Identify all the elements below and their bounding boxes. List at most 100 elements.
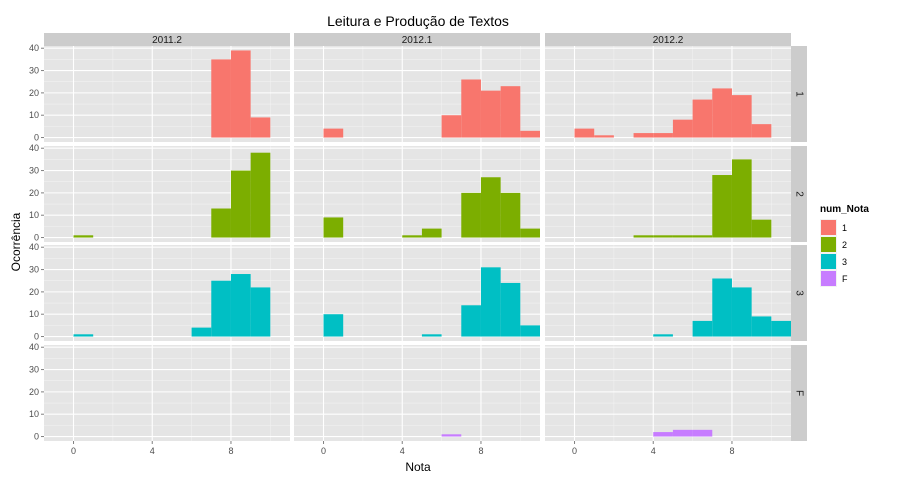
panel-background <box>294 345 540 441</box>
row-strip-2 <box>791 146 807 242</box>
legend-key-3 <box>821 254 836 269</box>
y-tick-label: 40 <box>29 242 39 252</box>
row-strip-1 <box>791 46 807 142</box>
histogram-bar <box>230 274 251 337</box>
y-tick-label: 30 <box>29 166 39 176</box>
histogram-bar <box>323 217 344 238</box>
histogram-bar <box>230 50 251 138</box>
histogram-bar <box>73 334 94 337</box>
strip-2012-2 <box>545 33 791 46</box>
histogram-bar <box>480 267 501 337</box>
legend-label-f: F <box>842 274 848 284</box>
histogram-bar <box>402 235 422 238</box>
histogram-bar <box>211 280 231 337</box>
histogram-bar <box>191 327 212 337</box>
y-tick-label: 10 <box>29 110 39 120</box>
legend-key-f <box>821 271 836 286</box>
histogram-bar <box>712 278 732 337</box>
histogram-bar <box>712 175 732 238</box>
strip-label-2012-2: 2012.2 <box>653 35 684 46</box>
histogram-bar <box>771 320 791 337</box>
histogram-bar <box>441 115 462 138</box>
histogram-bar <box>441 434 462 437</box>
histogram-bar <box>480 177 501 238</box>
y-tick-label: 0 <box>34 133 39 143</box>
histogram-bar <box>633 133 654 138</box>
y-tick-label: 30 <box>29 265 39 275</box>
panel-2012-1-f <box>294 345 540 441</box>
strip-2011-2 <box>44 33 290 46</box>
histogram-bar <box>461 79 481 138</box>
histogram-bar <box>421 334 442 337</box>
histogram-bar <box>751 316 772 337</box>
histogram-bar <box>211 208 231 238</box>
histogram-bar <box>250 152 271 238</box>
histogram-bar <box>520 325 540 337</box>
y-tick-label: 0 <box>34 233 39 243</box>
histogram-bar <box>692 235 713 238</box>
x-tick-label: 4 <box>150 446 155 456</box>
y-tick-label: 10 <box>29 409 39 419</box>
strip-2012-1 <box>294 33 540 46</box>
histogram-bar <box>500 282 521 337</box>
panel-2011-2-f <box>44 345 290 441</box>
y-tick-label: 10 <box>29 309 39 319</box>
row-strip-3 <box>791 245 807 341</box>
legend-key-2 <box>821 237 836 252</box>
histogram-bar <box>731 287 752 337</box>
histogram-bar <box>672 429 693 437</box>
histogram-bar <box>731 159 752 238</box>
histogram-bar <box>653 432 673 437</box>
histogram-bar <box>480 90 501 138</box>
y-tick-label: 0 <box>34 332 39 342</box>
row-strip-label-1: 1 <box>793 91 804 97</box>
legend-label-1: 1 <box>842 223 847 233</box>
y-tick-label: 30 <box>29 66 39 76</box>
x-tick-label: 4 <box>400 446 405 456</box>
y-tick-label: 40 <box>29 143 39 153</box>
histogram-bar <box>672 119 693 138</box>
y-tick-label: 30 <box>29 365 39 375</box>
row-strip-label-3: 3 <box>793 290 804 296</box>
histogram-bar <box>653 133 673 138</box>
row-strip-label-f: F <box>793 390 804 396</box>
legend: num_Nota 1 2 3 F <box>820 204 869 287</box>
histogram-bar <box>751 219 772 238</box>
legend-label-3: 3 <box>842 257 847 267</box>
y-tick-label: 20 <box>29 287 39 297</box>
y-tick-label: 10 <box>29 210 39 220</box>
histogram-bar <box>520 228 540 238</box>
panel-background <box>44 345 290 441</box>
x-tick-label: 0 <box>321 446 326 456</box>
histogram-bar <box>250 287 271 337</box>
histogram-bar <box>653 334 673 337</box>
histogram-bar <box>520 130 540 138</box>
x-tick-label: 4 <box>651 446 656 456</box>
histogram-bar <box>633 235 654 238</box>
legend-label-2: 2 <box>842 240 847 250</box>
y-tick-label: 0 <box>34 432 39 442</box>
histogram-bar <box>692 99 713 138</box>
histogram-bar <box>653 235 673 238</box>
histogram-bar <box>751 124 772 138</box>
panel-background <box>545 345 791 441</box>
histogram-bar <box>211 59 231 138</box>
legend-key-1 <box>821 220 836 235</box>
x-tick-label: 8 <box>729 446 734 456</box>
y-tick-label: 20 <box>29 88 39 98</box>
x-tick-label: 8 <box>228 446 233 456</box>
x-axis-title: Nota <box>405 460 431 474</box>
chart-title: Leitura e Produção de Textos <box>327 13 509 29</box>
histogram-bar <box>461 192 481 238</box>
x-tick-label: 0 <box>71 446 76 456</box>
y-tick-label: 20 <box>29 387 39 397</box>
histogram-bar <box>574 128 595 138</box>
histogram-bar <box>500 86 521 138</box>
row-strip-f <box>791 345 807 441</box>
histogram-bar <box>323 314 344 337</box>
strip-label-2011-2: 2011.2 <box>152 35 182 46</box>
strip-label-2012-1: 2012.1 <box>402 35 433 46</box>
histogram-bar <box>594 135 614 138</box>
histogram-bar <box>731 95 752 138</box>
legend-title: num_Nota <box>820 204 869 215</box>
